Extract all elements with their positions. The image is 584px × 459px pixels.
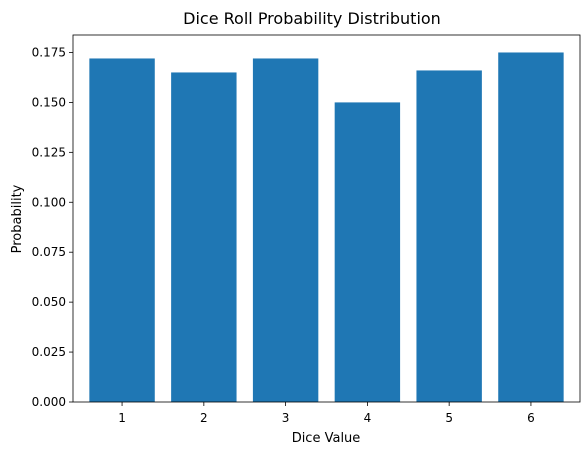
x-tick-label: 6 bbox=[527, 411, 535, 425]
y-tick-label: 0.075 bbox=[32, 245, 66, 259]
y-tick-label: 0.175 bbox=[32, 45, 66, 59]
bars-layer bbox=[89, 52, 564, 403]
y-tick-label: 0.000 bbox=[32, 395, 66, 409]
x-axis-ticks: 1 2 3 4 5 6 bbox=[118, 402, 535, 425]
y-tick-label: 0.125 bbox=[32, 145, 66, 159]
bar-1 bbox=[89, 58, 155, 403]
bar-4 bbox=[334, 102, 401, 402]
y-tick-label: 0.150 bbox=[32, 95, 66, 109]
bar-2 bbox=[171, 72, 237, 403]
y-axis-label: Probability bbox=[10, 184, 25, 253]
y-tick-label: 0.025 bbox=[32, 345, 66, 359]
y-tick-label: 0.050 bbox=[32, 295, 66, 309]
x-tick-label: 4 bbox=[364, 411, 372, 425]
bar-3 bbox=[252, 58, 319, 403]
y-tick-label: 0.100 bbox=[32, 195, 66, 209]
x-tick-label: 3 bbox=[282, 411, 290, 425]
plot-frame bbox=[72, 34, 581, 403]
x-axis-label: Dice Value bbox=[292, 431, 361, 446]
x-tick-label: 2 bbox=[200, 411, 208, 425]
x-tick-label: 1 bbox=[118, 411, 126, 425]
bar-6 bbox=[498, 52, 564, 402]
y-axis-ticks: 0.000 0.025 0.050 0.075 0.100 0.125 0.150 0.175 bbox=[32, 45, 73, 409]
chart-title: Dice Roll Probability Distribution bbox=[183, 9, 441, 28]
bar-5 bbox=[416, 70, 482, 403]
x-tick-label: 5 bbox=[445, 411, 453, 425]
